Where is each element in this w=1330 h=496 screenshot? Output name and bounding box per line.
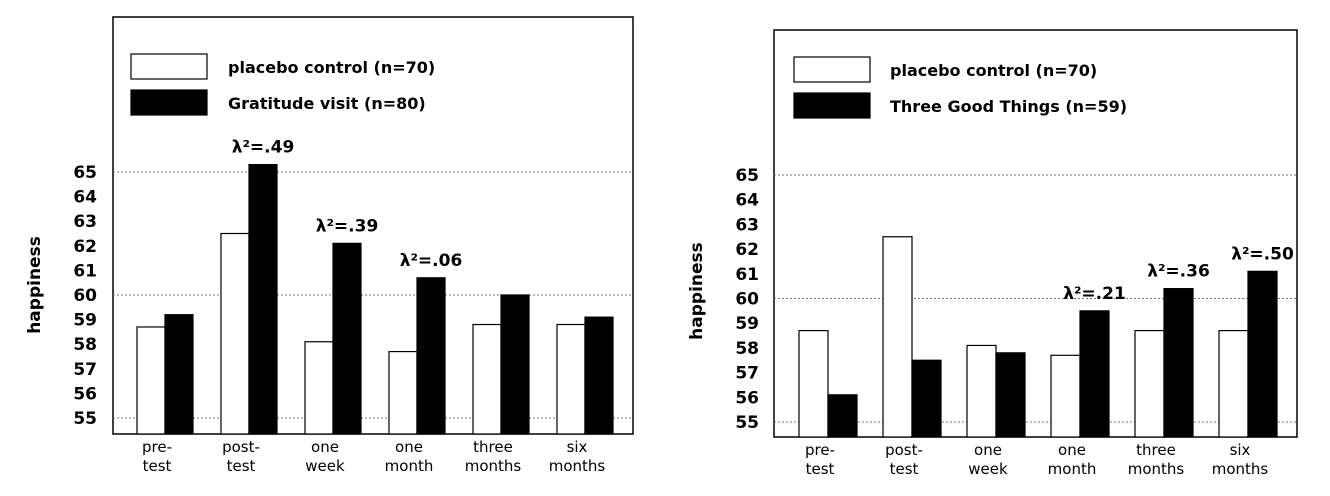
y-tick-label: 56 [735, 388, 759, 408]
x-category-label: post- [885, 441, 923, 459]
x-category-label: three [473, 438, 513, 456]
y-tick-label: 57 [73, 360, 97, 380]
y-tick-label: 64 [735, 191, 759, 211]
chart-panel-2: 5556575859606162636465happinesspre-testp… [687, 29, 1298, 478]
y-tick-label: 59 [73, 311, 97, 331]
y-tick-label: 58 [73, 335, 97, 355]
bar-control [1050, 354, 1081, 438]
y-tick-label: 55 [73, 409, 97, 429]
bar-control [1218, 330, 1249, 438]
y-tick-label: 65 [735, 166, 759, 186]
y-tick-label: 59 [735, 314, 759, 334]
plot-frame [112, 16, 634, 435]
effect-size-annotation: λ²=.21 [1063, 284, 1126, 304]
x-category-label: six [1230, 441, 1251, 459]
x-category-label: three [1136, 441, 1176, 459]
bar-treatment [1079, 310, 1110, 438]
effect-size-annotation: λ²=.06 [400, 251, 463, 271]
legend-label: placebo control (n=70) [228, 58, 435, 77]
x-category-label: pre- [142, 438, 172, 456]
bar-control [304, 341, 334, 435]
effect-size-annotation: λ²=.36 [1147, 262, 1210, 282]
bar-treatment [248, 164, 278, 435]
x-category-label: week [305, 457, 345, 475]
x-category-label: months [465, 457, 522, 475]
legend-swatch [130, 53, 208, 80]
bar-treatment [332, 242, 362, 435]
y-tick-label: 56 [73, 384, 97, 404]
y-tick-label: 61 [735, 265, 759, 285]
bar-treatment [500, 294, 530, 435]
x-category-label: post- [222, 438, 260, 456]
bar-treatment [1163, 288, 1194, 438]
bar-treatment [827, 394, 858, 438]
bar-control [798, 330, 829, 438]
bar-treatment [164, 314, 194, 435]
effect-size-annotation: λ²=.50 [1231, 244, 1294, 264]
chart-panel-1: 5556575859606162636465happinesspre-testp… [25, 16, 634, 475]
legend-label: placebo control (n=70) [890, 61, 1097, 80]
y-tick-label: 64 [73, 188, 97, 208]
bar-treatment [911, 359, 942, 438]
bar-control [136, 326, 166, 435]
y-tick-label: 62 [735, 240, 759, 260]
bar-treatment [584, 316, 614, 435]
x-category-label: pre- [805, 441, 835, 459]
y-tick-label: 55 [735, 413, 759, 433]
effect-size-annotation: λ²=.39 [316, 216, 379, 236]
bar-control [220, 232, 250, 435]
legend-swatch [793, 92, 871, 119]
bar-control [1134, 330, 1165, 438]
y-axis-label: happiness [25, 236, 45, 334]
x-category-label: month [1048, 460, 1097, 478]
plot-frame [773, 29, 1298, 438]
x-category-label: test [227, 457, 256, 475]
y-tick-label: 60 [73, 286, 97, 306]
effect-size-annotation: λ²=.49 [232, 138, 295, 158]
x-category-label: months [1212, 460, 1269, 478]
y-tick-label: 57 [735, 364, 759, 384]
bar-control [556, 323, 586, 435]
x-category-label: test [806, 460, 835, 478]
y-tick-label: 58 [735, 339, 759, 359]
bar-control [472, 323, 502, 435]
bar-control [388, 350, 418, 435]
x-category-label: test [143, 457, 172, 475]
legend-swatch [130, 89, 208, 116]
x-category-label: one [311, 438, 339, 456]
bar-treatment [1247, 270, 1278, 438]
y-tick-label: 60 [735, 290, 759, 310]
y-axis-label: happiness [687, 242, 707, 340]
x-category-label: six [567, 438, 588, 456]
bar-treatment [995, 352, 1026, 438]
bar-control [966, 344, 997, 438]
x-category-label: one [1058, 441, 1086, 459]
x-category-label: one [974, 441, 1002, 459]
x-category-label: week [968, 460, 1008, 478]
y-tick-label: 61 [73, 261, 97, 281]
x-category-label: test [890, 460, 919, 478]
legend-label: Three Good Things (n=59) [890, 97, 1127, 116]
x-category-label: months [1128, 460, 1185, 478]
y-tick-label: 65 [73, 163, 97, 183]
x-category-label: month [385, 457, 434, 475]
legend-label: Gratitude visit (n=80) [228, 94, 426, 113]
bar-control [882, 236, 913, 438]
y-tick-label: 63 [735, 215, 759, 235]
x-category-label: months [549, 457, 606, 475]
legend-swatch [793, 56, 871, 83]
y-tick-label: 63 [73, 212, 97, 232]
bar-treatment [416, 277, 446, 435]
x-category-label: one [395, 438, 423, 456]
y-tick-label: 62 [73, 237, 97, 257]
